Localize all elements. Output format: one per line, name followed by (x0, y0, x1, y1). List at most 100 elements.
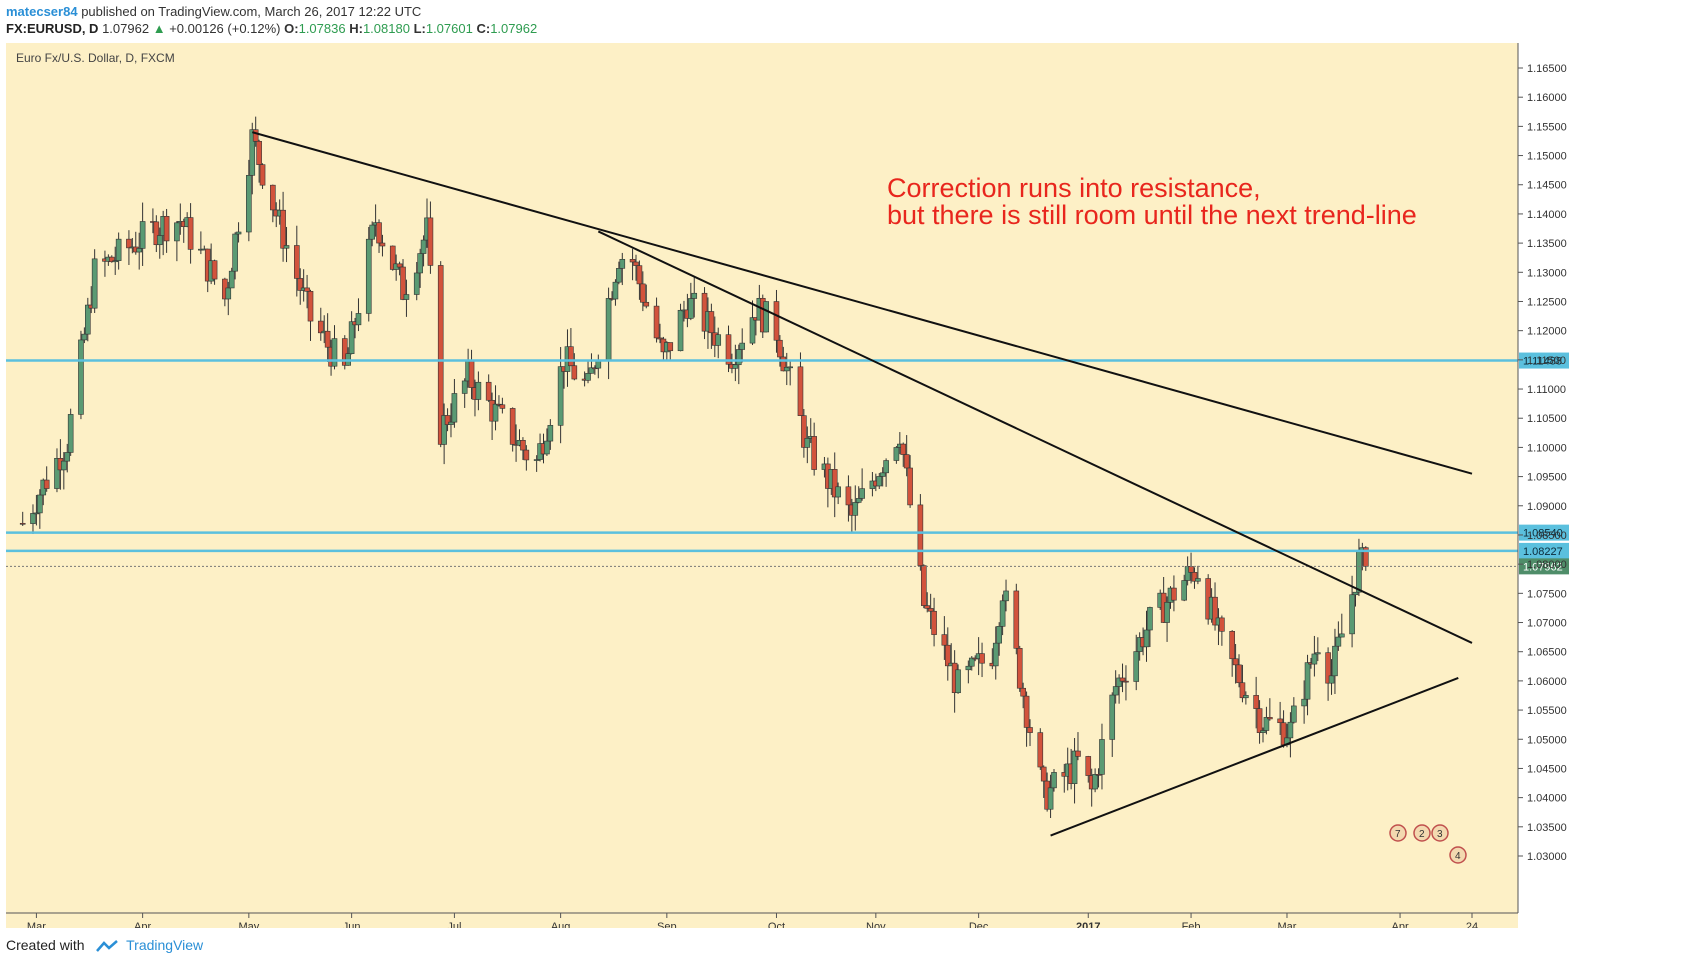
y-tick-label: 1.15000 (1527, 151, 1567, 163)
up-candle (365, 238, 372, 314)
down-candle (931, 610, 937, 635)
down-candle (1256, 708, 1263, 733)
up-candle (1304, 662, 1311, 700)
event-badge-count: 3 (1437, 829, 1443, 840)
y-tick-label: 1.03500 (1527, 822, 1567, 834)
publish-info: published on TradingView.com, March 26, … (81, 4, 422, 19)
down-candle (341, 338, 348, 366)
up-candle (1133, 651, 1140, 682)
event-badges[interactable]: 7 2 3 4 (1389, 824, 1467, 864)
down-candle (108, 256, 115, 263)
x-tick-label: Apr (134, 921, 151, 928)
down-candle (259, 164, 266, 186)
up-candle (996, 626, 1002, 644)
up-candle (955, 669, 961, 694)
up-candle (369, 224, 375, 240)
up-candle (992, 642, 999, 667)
up-candle (136, 248, 142, 253)
change-value: +0.00126 (+0.12%) (169, 21, 281, 36)
up-candle (883, 460, 889, 474)
y-tick-label: 1.14500 (1527, 180, 1567, 192)
up-candle (331, 338, 338, 367)
down-candle (921, 565, 927, 606)
up-candle (677, 309, 684, 352)
down-candle (1229, 631, 1235, 660)
tradingview-link[interactable]: TradingView (126, 937, 204, 953)
chart-area[interactable]: 1.11488 1.08540 1.08227 1.07962 1.16500 1.16… (6, 43, 1682, 933)
level-price-tag (1519, 524, 1569, 541)
up-candle (1109, 694, 1116, 740)
y-tick-label: 1.04500 (1527, 763, 1567, 775)
up-candle (763, 301, 769, 333)
up-candle (735, 349, 742, 366)
up-candle (475, 381, 482, 400)
x-tick-label: Aug (551, 921, 571, 928)
y-tick-label: 1.06500 (1527, 647, 1567, 659)
up-candle (1349, 594, 1355, 635)
last-price: 1.07962 (102, 21, 150, 36)
y-tick-label: 1.07000 (1527, 618, 1567, 630)
up-candle (612, 281, 619, 300)
up-candle (1181, 580, 1187, 601)
y-tick-label: 1.11000 (1527, 384, 1566, 396)
down-candle (1236, 664, 1242, 684)
down-candle (927, 608, 934, 612)
event-badge-count: 2 (1419, 829, 1425, 840)
up-candle (533, 459, 540, 461)
down-candle (640, 283, 646, 303)
up-candle (112, 260, 119, 263)
x-tick-label: 2017 (1076, 921, 1100, 928)
down-candle (1188, 566, 1194, 573)
annotation-line-2: but there is still room until the next t… (887, 200, 1417, 230)
y-tick-label: 1.05500 (1527, 705, 1567, 717)
down-candle (1027, 727, 1033, 733)
down-candle (256, 140, 262, 165)
y-tick-label: 1.09000 (1527, 501, 1567, 513)
y-tick-label: 1.07500 (1527, 588, 1567, 600)
y-tick-label: 1.13500 (1527, 238, 1567, 250)
low-label: L: (413, 21, 426, 36)
up-candle (228, 270, 235, 289)
up-candle (1311, 653, 1318, 665)
down-candle (1020, 687, 1026, 697)
up-candle (492, 403, 499, 422)
down-candle (1123, 680, 1129, 683)
high-label: H: (349, 21, 363, 36)
event-badge-count: 7 (1395, 829, 1401, 840)
up-arrow-icon: ▲ (152, 21, 166, 36)
trend-line (251, 131, 1473, 475)
down-candle (509, 408, 516, 445)
publish-line: matecser84 published on TradingView.com,… (6, 4, 421, 19)
up-candle (1164, 602, 1170, 623)
level-price-label: 1.08540 (1523, 528, 1563, 540)
down-candle (924, 605, 931, 609)
down-candle (629, 259, 636, 263)
close-label: C: (476, 21, 491, 36)
up-candle (1047, 787, 1054, 810)
up-candle (451, 393, 458, 423)
y-tick-label: 1.15500 (1527, 121, 1567, 133)
footer: Created with TradingView (6, 937, 203, 953)
down-candle (187, 217, 194, 250)
ohlc-line: FX:EURUSD, D 1.07962 ▲ +0.00126 (+0.12%)… (6, 21, 537, 36)
up-candle (1116, 677, 1122, 687)
down-candle (917, 504, 924, 566)
up-candle (37, 494, 43, 514)
down-candle (1075, 750, 1081, 757)
y-tick-label: 1.16000 (1527, 92, 1567, 104)
up-candle (413, 272, 420, 295)
up-candle (420, 239, 427, 254)
last-price-tag (1519, 558, 1569, 575)
author-link[interactable]: matecser84 (6, 4, 78, 19)
down-candle (1016, 648, 1023, 689)
up-candle (749, 317, 756, 344)
up-candle (235, 231, 242, 235)
up-candle (85, 304, 91, 335)
down-candle (444, 415, 451, 425)
down-candle (811, 436, 817, 470)
candles (19, 116, 1369, 819)
last-price-label: 1.07962 (1523, 561, 1563, 573)
down-candle (297, 278, 304, 291)
close-value: 1.07962 (490, 21, 538, 36)
